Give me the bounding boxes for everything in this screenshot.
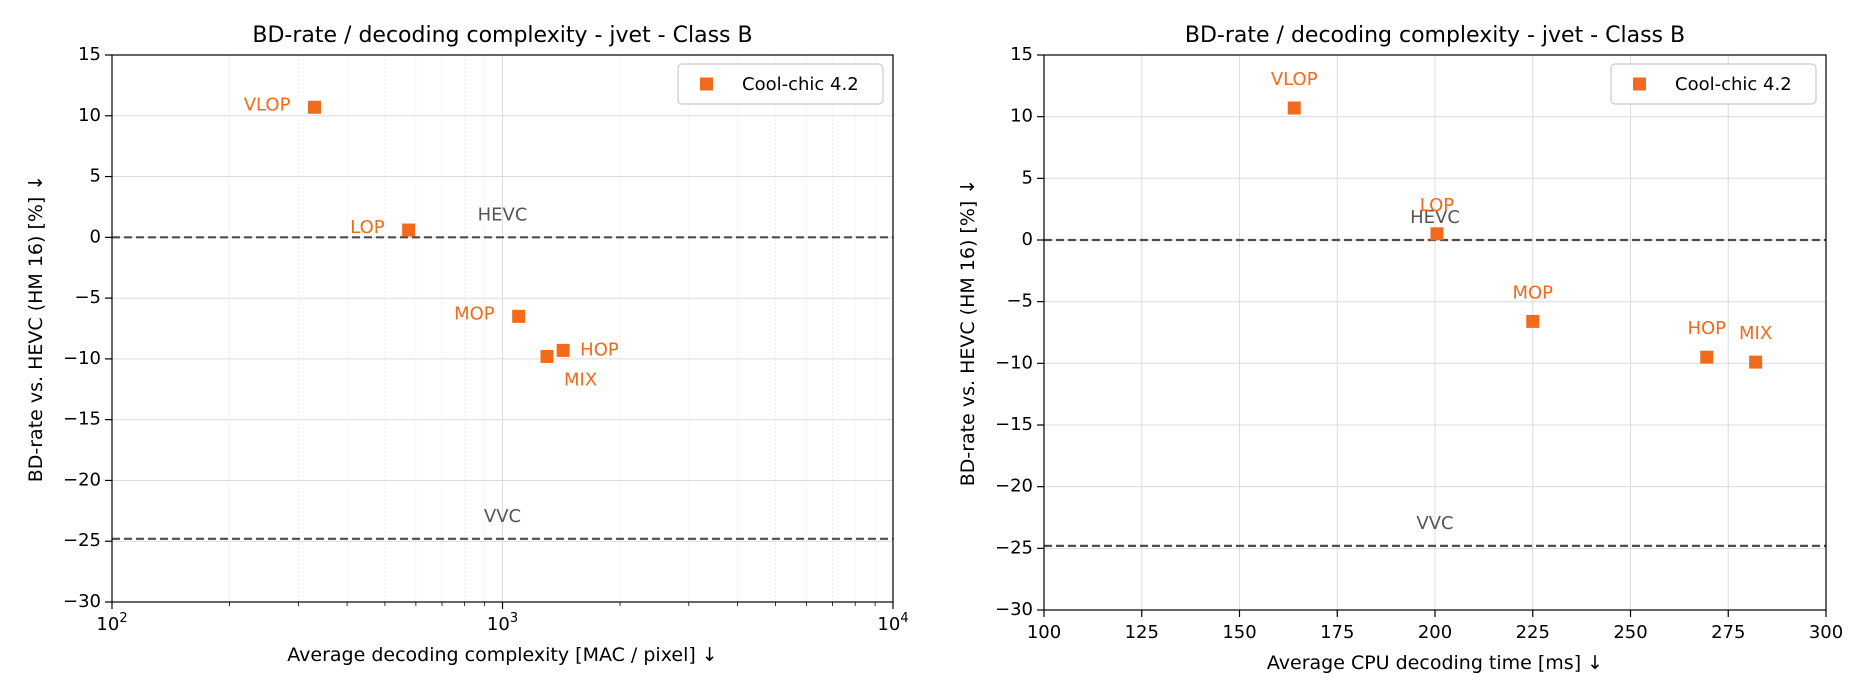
tick-label-x: 300 — [1809, 622, 1843, 643]
tick-label-y: −25 — [995, 537, 1033, 558]
tick-label-y: −5 — [1006, 291, 1033, 312]
legend-marker — [1633, 77, 1646, 91]
tick-label-y: 15 — [1010, 44, 1033, 65]
chart-title: BD-rate / decoding complexity - jvet - C… — [252, 23, 752, 48]
tick-label-x: 200 — [1418, 622, 1452, 643]
data-label-mop: MOP — [454, 303, 495, 324]
tick-label-x: 275 — [1711, 622, 1745, 643]
tick-label-y: −10 — [63, 348, 101, 369]
tick-label-x-base: 10 — [96, 614, 119, 635]
data-label-lop: LOP — [1420, 195, 1455, 216]
chart-title: BD-rate / decoding complexity - jvet - C… — [1185, 23, 1685, 48]
tick-label-x-base: 10 — [487, 614, 510, 635]
tick-label-x: 175 — [1320, 622, 1354, 643]
tick-label-y: −20 — [995, 476, 1033, 497]
tick-label-x: 103 — [487, 611, 518, 635]
y-axis-label: BD-rate vs. HEVC (HM 16) [%] ↓ — [25, 175, 47, 483]
tick-label-y: 10 — [78, 105, 101, 126]
tick-label-x-exponent: 4 — [900, 611, 908, 626]
tick-label-x: 102 — [96, 611, 127, 635]
tick-label-y: −30 — [63, 591, 101, 612]
tick-label-y: −25 — [63, 530, 101, 551]
tick-label-y: −15 — [995, 414, 1033, 435]
reference-label-hevc: HEVC — [478, 204, 528, 225]
tick-label-y: −5 — [74, 287, 101, 308]
data-point-mop — [1526, 314, 1540, 328]
data-label-hop: HOP — [580, 339, 619, 360]
data-point-mix — [1749, 355, 1763, 369]
tick-label-x-exponent: 2 — [119, 611, 127, 626]
data-point-mix — [540, 349, 554, 363]
tick-label-y: −15 — [63, 409, 101, 430]
data-point-lop — [1430, 227, 1444, 241]
data-point-hop — [556, 343, 570, 357]
x-axis-label: Average CPU decoding time [ms] ↓ — [1267, 652, 1603, 674]
tick-label-y: −20 — [63, 469, 101, 490]
y-axis-label: BD-rate vs. HEVC (HM 16) [%] ↓ — [957, 179, 979, 487]
legend-label: Cool-chic 4.2 — [742, 74, 859, 95]
legend-label: Cool-chic 4.2 — [1675, 74, 1792, 95]
reference-label-vvc: VVC — [1416, 513, 1453, 534]
data-point-hop — [1700, 350, 1714, 364]
tick-label-x: 104 — [877, 611, 908, 635]
tick-label-y: 10 — [1010, 106, 1033, 127]
data-point-vlop — [1287, 101, 1301, 115]
data-label-mix: MIX — [1739, 323, 1772, 344]
tick-label-x-exponent: 3 — [510, 611, 518, 626]
tick-label-y: 0 — [1022, 229, 1033, 250]
reference-label-hevc: HEVC — [1410, 207, 1460, 228]
data-label-vlop: VLOP — [244, 94, 291, 115]
tick-label-y: 0 — [90, 226, 101, 247]
data-point-lop — [402, 223, 416, 237]
tick-label-y: −10 — [995, 352, 1033, 373]
tick-label-x: 125 — [1125, 622, 1159, 643]
chart-panel-2: HEVC VVC 100 125 150 175 200 225 250 275 300 15 10 5 0… — [957, 23, 1843, 674]
data-point-vlop — [307, 100, 321, 114]
tick-label-x: 250 — [1613, 622, 1647, 643]
tick-label-y: 5 — [90, 166, 101, 187]
tick-label-y: −30 — [995, 599, 1033, 620]
tick-label-x: 150 — [1222, 622, 1256, 643]
legend-box — [677, 63, 884, 105]
legend-box — [1610, 63, 1817, 105]
data-label-mix: MIX — [564, 369, 597, 390]
reference-label-vvc: VVC — [484, 506, 521, 527]
tick-label-y: 15 — [78, 44, 101, 65]
tick-label-x: 100 — [1027, 622, 1061, 643]
data-label-mop: MOP — [1512, 282, 1553, 303]
legend-marker — [700, 77, 713, 91]
data-label-vlop: VLOP — [1271, 69, 1318, 90]
x-axis-label: Average decoding complexity [MAC / pixel… — [287, 644, 717, 666]
tick-label-y: 5 — [1022, 167, 1033, 188]
data-label-lop: LOP — [350, 217, 385, 238]
data-label-hop: HOP — [1687, 318, 1726, 339]
tick-label-x-base: 10 — [877, 614, 900, 635]
data-point-mop — [512, 309, 526, 323]
tick-label-x: 225 — [1516, 622, 1550, 643]
